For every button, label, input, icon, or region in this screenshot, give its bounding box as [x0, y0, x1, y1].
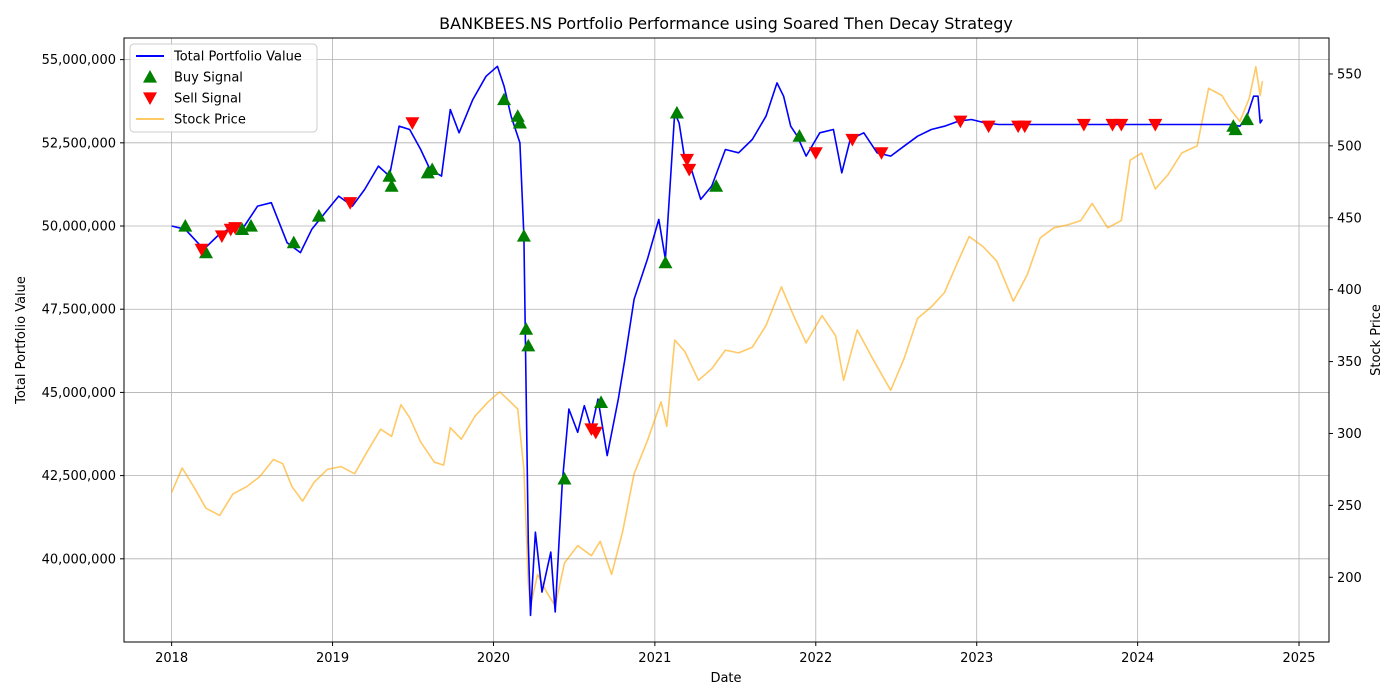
signal-markers — [178, 92, 1254, 485]
x-tick-label: 2022 — [799, 651, 832, 666]
y-tick-label: 55,000,000 — [42, 53, 116, 68]
buy-signal-marker — [425, 162, 440, 176]
buy-signal-marker — [557, 471, 572, 485]
buy-signal-marker — [1228, 122, 1243, 136]
y2-tick-label: 350 — [1337, 355, 1362, 370]
x-tick-label: 2023 — [960, 651, 993, 666]
y2-axis-ticks: 200 250 300 350 400 450 500 550 — [1329, 67, 1362, 586]
x-axis-title: Date — [710, 671, 741, 686]
sell-signal-marker — [343, 197, 358, 210]
buy-signal-marker — [1239, 112, 1254, 126]
sell-signal-marker — [1105, 118, 1120, 132]
buy-signal-marker — [243, 219, 258, 232]
legend-box — [129, 43, 318, 133]
sell-signal-marker — [214, 230, 229, 244]
buy-signal-marker — [497, 92, 512, 106]
sell-signal-marker — [1076, 118, 1091, 132]
sell-signal-marker — [405, 117, 420, 130]
x-tick-label: 2024 — [1121, 651, 1154, 666]
chart-title: BANKBEES.NS Portfolio Performance using … — [439, 14, 1013, 33]
stock-price-series — [170, 66, 1264, 607]
sell-signal-marker — [808, 147, 823, 160]
buy-signal-marker — [199, 245, 214, 259]
buy-signal-marker — [178, 219, 193, 232]
x-tick-label: 2018 — [155, 651, 188, 666]
buy-signal-marker — [382, 169, 397, 182]
legend-label: Stock Price — [174, 113, 246, 128]
buy-signal-marker — [658, 255, 673, 269]
buy-signal-marker — [384, 179, 399, 192]
x-tick-label: 2020 — [477, 651, 510, 666]
buy-signal-marker — [792, 129, 807, 142]
y-tick-label: 40,000,000 — [42, 552, 116, 567]
sell-signal-marker — [194, 243, 209, 257]
buy-signal-marker — [669, 105, 684, 119]
y2-tick-label: 500 — [1337, 139, 1362, 154]
sell-signal-marker — [981, 120, 996, 134]
sell-signal-marker — [845, 133, 860, 147]
sell-signal-marker — [588, 426, 603, 440]
sell-signal-marker — [1148, 118, 1163, 132]
y-tick-label: 50,000,000 — [42, 220, 116, 235]
sell-signal-marker — [680, 153, 695, 167]
y2-tick-label: 250 — [1337, 499, 1362, 514]
legend-label: Buy Signal — [174, 71, 243, 86]
stock-price-line — [170, 66, 1264, 607]
y-tick-label: 45,000,000 — [42, 386, 116, 401]
x-tick-label: 2021 — [638, 651, 671, 666]
buy-signal-marker — [519, 322, 534, 335]
buy-signal-marker — [516, 229, 531, 242]
sell-signal-marker — [874, 147, 889, 160]
sell-signal-marker — [1017, 120, 1032, 134]
y-tick-label: 42,500,000 — [42, 469, 116, 484]
x-tick-label: 2019 — [316, 651, 349, 666]
y-axis-title: Total Portfolio Value — [14, 276, 29, 405]
y2-tick-label: 400 — [1337, 283, 1362, 298]
legend-label: Total Portfolio Value — [173, 50, 302, 65]
y2-tick-label: 200 — [1337, 571, 1362, 586]
y2-tick-label: 450 — [1337, 211, 1362, 226]
portfolio-series — [171, 65, 1264, 617]
buy-signal-marker — [709, 179, 724, 192]
buy-signal-marker — [521, 338, 536, 352]
buy-signal-marker — [286, 235, 301, 249]
sell-signal-marker — [682, 163, 697, 177]
plot-frame — [123, 37, 1330, 643]
y-tick-label: 52,500,000 — [42, 136, 116, 151]
buy-signal-marker — [512, 115, 527, 129]
legend-label: Sell Signal — [174, 92, 242, 107]
legend-swatch — [143, 92, 157, 105]
portfolio-value-line — [171, 65, 1264, 617]
y2-tick-label: 300 — [1337, 427, 1362, 442]
x-axis-ticks: 2018 2019 2020 2021 2022 2023 2024 2025 — [155, 642, 1316, 666]
x-tick-label: 2025 — [1282, 651, 1315, 666]
y2-axis-title: Stock Price — [1369, 304, 1384, 376]
sell-signal-marker — [228, 222, 243, 235]
sell-signal-marker — [1114, 118, 1129, 132]
legend: Total Portfolio Value Buy Signal Sell Sign… — [129, 43, 318, 133]
sell-signal-marker — [953, 115, 968, 129]
y2-tick-label: 550 — [1337, 67, 1362, 82]
y-tick-label: 47,500,000 — [42, 303, 116, 318]
buy-signal-marker — [311, 209, 326, 222]
buy-signal-marker — [235, 222, 250, 235]
grid-lines — [124, 38, 1329, 642]
legend-swatch — [143, 70, 157, 83]
y-axis-ticks: 40,000,000 42,500,000 45,000,000 47,500,000… — [42, 53, 124, 567]
buy-signal-marker — [594, 395, 609, 408]
